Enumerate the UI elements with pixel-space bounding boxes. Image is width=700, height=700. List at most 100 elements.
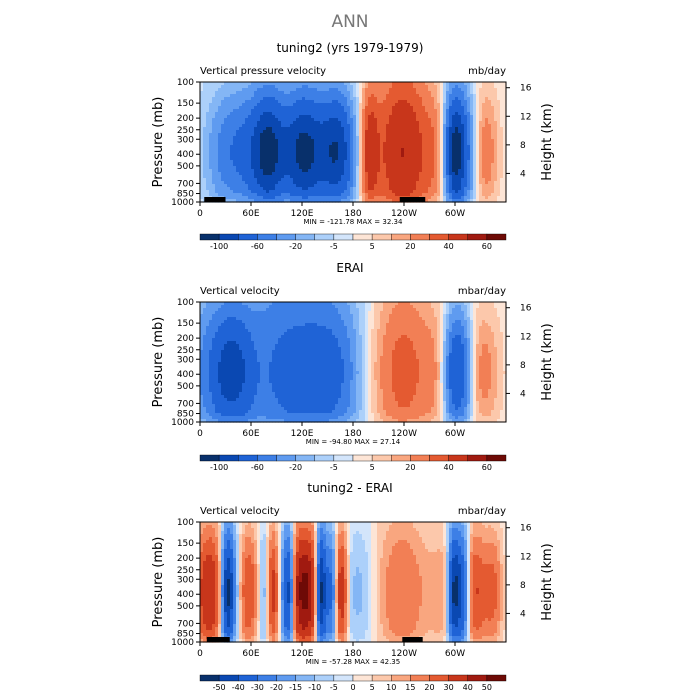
heatmap-cell: [437, 145, 441, 149]
heatmap-cell: [293, 154, 297, 158]
heatmap-cell: [491, 103, 495, 107]
heatmap-cell: [422, 154, 426, 158]
heatmap-cell: [278, 121, 282, 125]
heatmap-cell: [431, 124, 435, 128]
heatmap-cell: [365, 112, 369, 116]
heatmap-cell: [476, 112, 480, 116]
heatmap-cell: [482, 82, 486, 86]
heatmap-cell: [224, 121, 228, 125]
heatmap-cell: [503, 121, 507, 125]
heatmap-cell: [269, 154, 273, 158]
heatmap-cell: [416, 127, 420, 131]
heatmap-cell: [452, 148, 456, 152]
heatmap-cell: [296, 118, 300, 122]
heatmap-cell: [413, 121, 417, 125]
heatmap-cell: [431, 130, 435, 134]
heatmap-cell: [311, 136, 315, 140]
heatmap-cell: [326, 118, 330, 122]
heatmap-cell: [461, 136, 465, 140]
heatmap-cell: [236, 85, 240, 89]
heatmap-cell: [245, 112, 249, 116]
heatmap-cell: [386, 118, 390, 122]
heatmap-cell: [491, 94, 495, 98]
heatmap-cell: [473, 88, 477, 92]
heatmap-cell: [374, 85, 378, 89]
heatmap-cell: [392, 142, 396, 146]
heatmap-cell: [308, 157, 312, 161]
heatmap-cell: [464, 124, 468, 128]
heatmap-cell: [326, 133, 330, 137]
heatmap-cell: [284, 85, 288, 89]
heatmap-cell: [467, 88, 471, 92]
heatmap-cell: [491, 142, 495, 146]
heatmap-cell: [323, 148, 327, 152]
heatmap-cell: [488, 148, 492, 152]
heatmap-cell: [485, 127, 489, 131]
heatmap-cell: [347, 136, 351, 140]
heatmap-cell: [332, 139, 336, 143]
heatmap-cell: [407, 127, 411, 131]
heatmap-cell: [365, 145, 369, 149]
heatmap-cell: [332, 133, 336, 137]
heatmap-cell: [362, 115, 366, 119]
heatmap-cell: [434, 100, 438, 104]
heatmap-cell: [374, 88, 378, 92]
heatmap-cell: [365, 124, 369, 128]
heatmap-cell: [386, 148, 390, 152]
heatmap-cell: [461, 82, 465, 86]
heatmap-cell: [218, 103, 222, 107]
heatmap-cell: [359, 130, 363, 134]
heatmap-cell: [353, 145, 357, 149]
heatmap-cell: [260, 157, 264, 161]
heatmap-cell: [299, 154, 303, 158]
heatmap-cell: [251, 106, 255, 110]
heatmap-cell: [338, 91, 342, 95]
heatmap-cell: [482, 91, 486, 95]
heatmap-cell: [209, 121, 213, 125]
heatmap-cell: [233, 133, 237, 137]
heatmap-cell: [491, 118, 495, 122]
heatmap-cell: [359, 106, 363, 110]
heatmap-cell: [320, 82, 324, 86]
heatmap-cell: [302, 103, 306, 107]
heatmap-cell: [356, 133, 360, 137]
heatmap-cell: [302, 124, 306, 128]
heatmap-cell: [446, 109, 450, 113]
heatmap-cell: [401, 139, 405, 143]
heatmap-cell: [449, 139, 453, 143]
heatmap-cell: [218, 97, 222, 101]
heatmap-cell: [440, 154, 444, 158]
heatmap-cell: [338, 106, 342, 110]
heatmap-cell: [488, 100, 492, 104]
heatmap-cell: [209, 88, 213, 92]
heatmap-cell: [368, 82, 372, 86]
heatmap-cell: [389, 148, 393, 152]
heatmap-cell: [470, 88, 474, 92]
heatmap-cell: [371, 130, 375, 134]
heatmap-cell: [296, 103, 300, 107]
heatmap-cell: [341, 139, 345, 143]
heatmap-cell: [395, 127, 399, 131]
heatmap-cell: [239, 109, 243, 113]
heatmap-cell: [248, 127, 252, 131]
heatmap-cell: [455, 118, 459, 122]
heatmap-cell: [356, 97, 360, 101]
heatmap-cell: [350, 97, 354, 101]
heatmap-cell: [353, 151, 357, 155]
heatmap-cell: [266, 157, 270, 161]
heatmap-cell: [371, 85, 375, 89]
heatmap-cell: [404, 148, 408, 152]
heatmap-cell: [287, 97, 291, 101]
heatmap-cell: [344, 148, 348, 152]
heatmap-cell: [392, 82, 396, 86]
heatmap-cell: [227, 88, 231, 92]
heatmap-cell: [407, 145, 411, 149]
heatmap-cell: [389, 142, 393, 146]
heatmap-cell: [248, 124, 252, 128]
heatmap-cell: [350, 145, 354, 149]
heatmap-cell: [449, 91, 453, 95]
heatmap-cell: [446, 127, 450, 131]
heatmap-cell: [212, 82, 216, 86]
heatmap-cell: [419, 127, 423, 131]
